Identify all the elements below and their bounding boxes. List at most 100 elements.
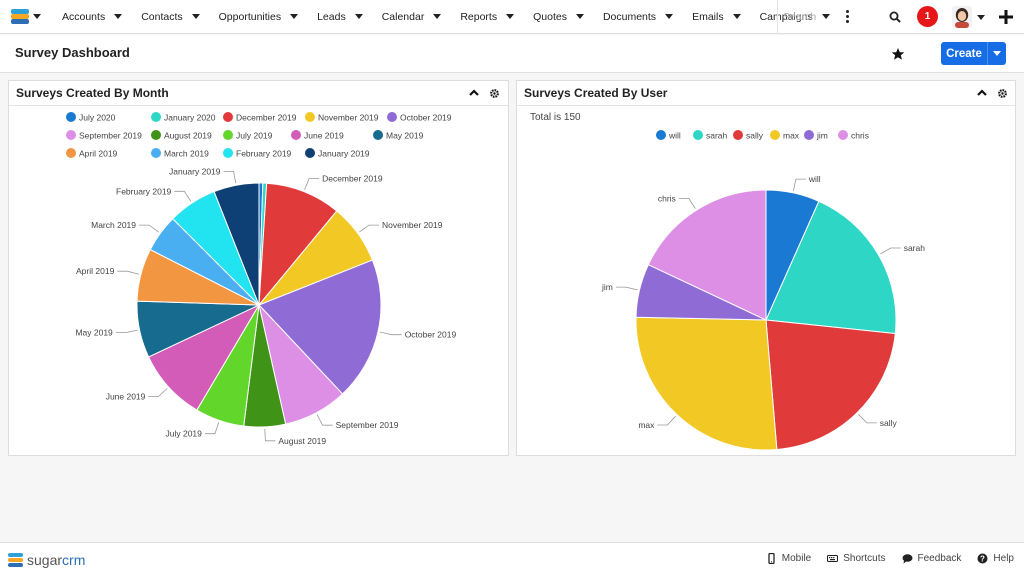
slice-leader-line xyxy=(174,190,192,202)
quick-create-plus-icon[interactable] xyxy=(997,8,1015,26)
pie-slice-sarah[interactable] xyxy=(765,200,897,335)
legend-swatch-november-2019[interactable] xyxy=(305,112,315,122)
favorite-star-icon[interactable] xyxy=(891,47,905,61)
legend-swatch-february-2019[interactable] xyxy=(223,148,233,158)
legend-swatch-april-2019[interactable] xyxy=(66,148,76,158)
user-menu[interactable] xyxy=(952,5,985,29)
legend-label-jim[interactable]: jim xyxy=(816,131,828,141)
create-button[interactable]: Create xyxy=(941,42,1006,65)
legend-swatch-july-2019[interactable] xyxy=(223,130,233,140)
legend-label-january-2019[interactable]: January 2019 xyxy=(318,149,370,159)
slice-leader-line xyxy=(657,415,676,426)
pie-slice-sally[interactable] xyxy=(765,319,896,451)
nav-documents[interactable]: Documents xyxy=(593,0,682,34)
slice-leader-line xyxy=(316,414,333,426)
legend-label-september-2019[interactable]: September 2019 xyxy=(79,131,142,141)
legend-label-sally[interactable]: sally xyxy=(746,131,764,141)
chevron-down-icon[interactable] xyxy=(354,14,363,19)
chevron-down-icon[interactable] xyxy=(665,14,674,19)
chevron-down-icon[interactable] xyxy=(575,14,584,19)
collapse-chevron-up-icon[interactable] xyxy=(468,88,480,98)
nav-label: Quotes xyxy=(533,10,567,23)
legend-label-sarah[interactable]: sarah xyxy=(706,131,728,141)
legend-label-february-2019[interactable]: February 2019 xyxy=(236,149,292,159)
pie-slice-october-2019[interactable] xyxy=(258,259,382,395)
legend-label-july-2019[interactable]: July 2019 xyxy=(236,131,273,141)
app-menu-button[interactable] xyxy=(0,0,52,34)
legend-label-chris[interactable]: chris xyxy=(851,131,869,141)
nav-reports[interactable]: Reports xyxy=(450,0,523,34)
search-input[interactable] xyxy=(783,11,883,23)
nav-opportunities[interactable]: Opportunities xyxy=(209,0,307,34)
legend-label-november-2019[interactable]: November 2019 xyxy=(318,113,379,123)
footer-feedback-link[interactable]: Feedback xyxy=(902,553,962,564)
legend-label-july-2020[interactable]: July 2020 xyxy=(79,113,116,123)
slice-label-december-2019: December 2019 xyxy=(322,174,383,184)
chevron-down-icon[interactable] xyxy=(114,14,123,19)
brand-wordmark-crm: crm xyxy=(62,552,86,568)
footer-link-label: Feedback xyxy=(917,553,962,564)
legend-swatch-will[interactable] xyxy=(656,130,666,140)
nav-contacts[interactable]: Contacts xyxy=(131,0,208,34)
pie-slice-january-2019[interactable] xyxy=(213,182,260,306)
gear-icon[interactable] xyxy=(489,88,500,99)
sugar-cube-icon xyxy=(11,8,29,25)
slice-label-march-2019: March 2019 xyxy=(91,220,136,230)
chevron-down-icon[interactable] xyxy=(290,14,299,19)
nav-leads[interactable]: Leads xyxy=(307,0,372,34)
pie-chart-surveys-by-month: July 2020 January 2020 December 2019 Novemb… xyxy=(66,112,456,446)
legend-label-march-2019[interactable]: March 2019 xyxy=(164,149,209,159)
chevron-down-icon[interactable] xyxy=(433,14,442,19)
dashlet-body: July 2020 January 2020 December 2019 Novemb… xyxy=(9,106,508,458)
nav-quotes[interactable]: Quotes xyxy=(523,0,593,34)
sugarcrm-logo[interactable]: sugarcrm xyxy=(8,552,85,568)
chevron-down-icon[interactable] xyxy=(191,14,200,19)
legend-label-august-2019[interactable]: August 2019 xyxy=(164,131,212,141)
footer-mobile-link[interactable]: Mobile xyxy=(766,553,811,564)
legend-swatch-max[interactable] xyxy=(770,130,780,140)
chevron-down-icon xyxy=(993,51,1001,56)
nav-emails[interactable]: Emails xyxy=(682,0,750,34)
legend-swatch-october-2019[interactable] xyxy=(387,112,397,122)
create-dropdown-toggle[interactable] xyxy=(988,51,1006,56)
legend-swatch-september-2019[interactable] xyxy=(66,130,76,140)
legend-swatch-may-2019[interactable] xyxy=(373,130,383,140)
global-search xyxy=(777,0,910,34)
legend-label-will[interactable]: will xyxy=(668,131,681,141)
legend-swatch-jim[interactable] xyxy=(804,130,814,140)
legend-swatch-chris[interactable] xyxy=(838,130,848,140)
pie-slice-december-2019[interactable] xyxy=(258,182,338,307)
legend-swatch-january-2019[interactable] xyxy=(305,148,315,158)
legend-label-october-2019[interactable]: October 2019 xyxy=(400,113,452,123)
notification-badge[interactable]: 1 xyxy=(917,6,938,27)
chevron-down-icon[interactable] xyxy=(732,14,741,19)
legend-swatch-sarah[interactable] xyxy=(693,130,703,140)
nav-accounts[interactable]: Accounts xyxy=(52,0,131,34)
pie-slice-chris[interactable] xyxy=(647,189,767,321)
legend-swatch-sally[interactable] xyxy=(733,130,743,140)
slice-label-september-2019: September 2019 xyxy=(336,420,399,430)
legend-label-january-2020[interactable]: January 2020 xyxy=(164,113,216,123)
collapse-chevron-up-icon[interactable] xyxy=(976,88,988,98)
legend-label-june-2019[interactable]: June 2019 xyxy=(304,131,344,141)
legend-swatch-june-2019[interactable] xyxy=(291,130,301,140)
slice-label-sarah: sarah xyxy=(904,243,926,253)
legend-swatch-august-2019[interactable] xyxy=(151,130,161,140)
legend-label-max[interactable]: max xyxy=(783,131,800,141)
legend-swatch-march-2019[interactable] xyxy=(151,148,161,158)
legend-swatch-december-2019[interactable] xyxy=(223,112,233,122)
nav-calendar[interactable]: Calendar xyxy=(372,0,451,34)
search-icon[interactable] xyxy=(889,11,901,23)
legend-swatch-january-2020[interactable] xyxy=(151,112,161,122)
gear-icon[interactable] xyxy=(997,88,1008,99)
legend-label-april-2019[interactable]: April 2019 xyxy=(79,149,118,159)
footer-help-link[interactable]: ? Help xyxy=(977,553,1014,564)
legend-label-may-2019[interactable]: May 2019 xyxy=(386,131,424,141)
legend-label-december-2019[interactable]: December 2019 xyxy=(236,113,297,123)
chevron-down-icon[interactable] xyxy=(506,14,515,19)
brand-wordmark-sugar: sugar xyxy=(27,552,63,568)
pie-slice-max[interactable] xyxy=(635,316,778,451)
footer-shortcuts-link[interactable]: Shortcuts xyxy=(827,553,886,564)
legend-swatch-july-2020[interactable] xyxy=(66,112,76,122)
slice-leader-line xyxy=(359,224,379,233)
